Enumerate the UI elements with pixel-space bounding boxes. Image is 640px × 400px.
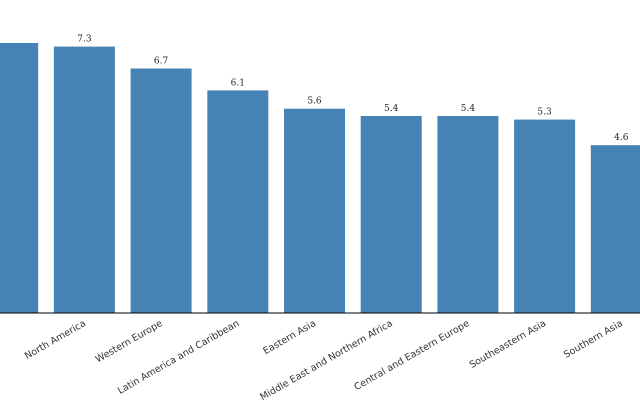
- bar: [130, 68, 192, 313]
- bar: [514, 119, 576, 313]
- x-tick-label: Southern Asia: [562, 318, 625, 361]
- bars-group: [0, 43, 640, 314]
- x-tick-label: Latin America and Caribbean: [116, 318, 241, 397]
- x-tick-label: Middle East and Northern Africa: [258, 318, 394, 400]
- bar-value-label: 6.1: [231, 78, 245, 88]
- bar-value-label: 5.6: [307, 97, 322, 107]
- bar-value-label: 5.4: [384, 104, 399, 114]
- value-labels-group: 7.3 6.7 6.1 5.6 5.4 5.4 5.3 4.6: [77, 35, 628, 144]
- bar-value-label: 7.3: [77, 35, 92, 45]
- x-tick-label: Southeastern Asia: [468, 318, 548, 371]
- bar: [437, 116, 499, 313]
- x-tick-label: North America: [23, 318, 88, 362]
- bar-value-label: 6.7: [154, 57, 169, 67]
- bar-value-label: 4.6: [614, 133, 629, 143]
- x-tick-label: Eastern Asia: [261, 318, 318, 357]
- bar: [590, 145, 640, 313]
- x-tick-label: Western Europe: [94, 318, 165, 365]
- bar: [207, 90, 269, 314]
- bar: [360, 116, 422, 313]
- bar: [284, 108, 345, 313]
- bar-value-label: 5.3: [537, 108, 552, 118]
- bar: [53, 46, 115, 313]
- bar-value-label: 5.4: [461, 104, 476, 114]
- bar: [0, 43, 39, 313]
